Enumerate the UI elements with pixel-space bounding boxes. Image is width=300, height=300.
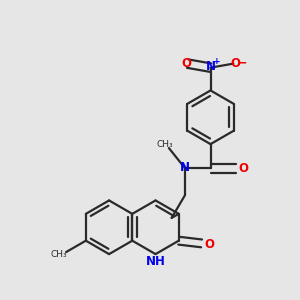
Text: +: + [213, 57, 220, 66]
Text: CH₃: CH₃ [157, 140, 173, 149]
Text: O: O [238, 162, 248, 175]
Text: O: O [204, 238, 214, 250]
Text: O: O [181, 57, 191, 70]
Text: CH₃: CH₃ [51, 250, 67, 259]
Text: N: N [206, 60, 215, 73]
Text: −: − [237, 56, 247, 69]
Text: O: O [230, 57, 240, 70]
Text: N: N [180, 161, 190, 174]
Text: NH: NH [146, 255, 166, 268]
